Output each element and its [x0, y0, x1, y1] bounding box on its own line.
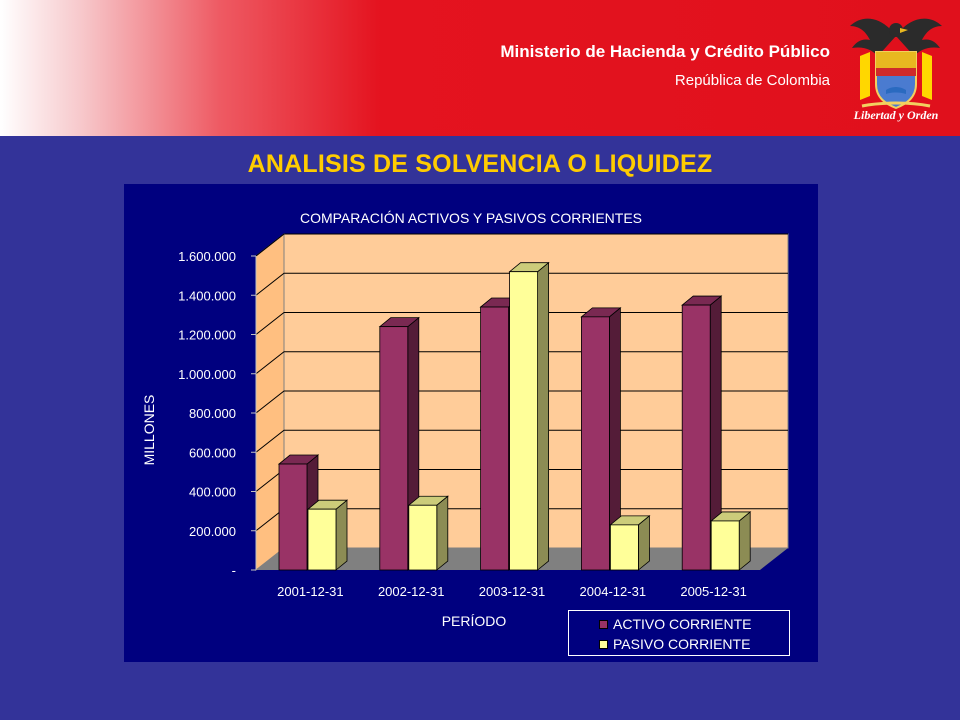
y-tick-label: 1.200.000	[178, 328, 236, 343]
y-tick-label: 400.000	[189, 485, 236, 500]
bar-pasivo-2003-12-31	[508, 261, 550, 571]
bar-front	[509, 271, 539, 571]
bar-front	[278, 463, 308, 571]
bar-activo-2004-12-31	[580, 306, 622, 571]
bar-front	[480, 306, 510, 571]
bar-pasivo-2004-12-31	[609, 515, 651, 571]
bar-side	[335, 499, 348, 571]
chart-title: COMPARACIÓN ACTIVOS Y PASIVOS CORRIENTES	[300, 210, 642, 226]
bar-side	[537, 261, 550, 571]
bar-side	[738, 511, 751, 571]
ministry-name: Ministerio de Hacienda y Crédito Público	[500, 42, 830, 61]
bar-chart: - 200.000 400.000 600.000 800.000 1.000.000 1.…	[141, 210, 789, 629]
bar-pasivo-2001-12-31	[306, 499, 349, 571]
header-banner: Ministerio de Hacienda y Crédito Público…	[0, 0, 960, 136]
x-tick-label: 2001-12-31	[277, 584, 344, 599]
bar-front	[710, 520, 740, 571]
bar-front	[408, 504, 438, 571]
bar-side	[436, 495, 449, 571]
bar-pasivo-2002-12-31	[407, 495, 449, 571]
slide-title: ANALISIS DE SOLVENCIA O LIQUIDEZ	[247, 150, 713, 178]
bar-front	[379, 326, 409, 571]
chart-legend: ACTIVO CORRIENTE PASIVO CORRIENTE	[568, 610, 790, 656]
y-tick-label: -	[232, 563, 236, 578]
legend-swatch-pasivo	[599, 640, 608, 649]
bar-pasivo-2005-12-31	[710, 511, 752, 571]
y-tick-label: 800.000	[189, 406, 236, 421]
bar-front	[307, 508, 337, 571]
bar-activo-2005-12-31	[681, 295, 723, 571]
legend-label-activo: ACTIVO CORRIENTE	[613, 616, 752, 632]
legend-swatch-activo	[599, 620, 608, 629]
y-tick-label: 200.000	[189, 524, 236, 539]
bar-front	[580, 316, 610, 571]
y-tick-label: 1.400.000	[178, 288, 236, 303]
x-tick-label: 2003-12-31	[479, 584, 546, 599]
y-tick-label: 1.600.000	[178, 249, 236, 264]
y-tick-label: 1.000.000	[178, 367, 236, 382]
x-tick-label: 2005-12-31	[680, 584, 747, 599]
chart-panel: - 200.000 400.000 600.000 800.000 1.000.000 1.…	[124, 184, 818, 662]
gridline	[255, 233, 788, 257]
motto-text: Libertad y Orden	[853, 108, 939, 122]
republic-name: República de Colombia	[674, 72, 830, 89]
gridline	[255, 272, 788, 296]
legend-item-activo: ACTIVO CORRIENTE	[569, 615, 789, 635]
y-tick-label: 600.000	[189, 445, 236, 460]
legend-label-pasivo: PASIVO CORRIENTE	[613, 636, 751, 652]
bar-front	[681, 304, 711, 571]
legend-item-pasivo: PASIVO CORRIENTE	[569, 635, 789, 655]
y-axis-title: MILLONES	[141, 395, 157, 466]
colombia-coat-of-arms-icon	[850, 18, 942, 110]
x-tick-label: 2002-12-31	[378, 584, 445, 599]
bar-front	[609, 524, 639, 571]
x-tick-label: 2004-12-31	[580, 584, 647, 599]
x-axis-title: PERÍODO	[442, 613, 507, 629]
